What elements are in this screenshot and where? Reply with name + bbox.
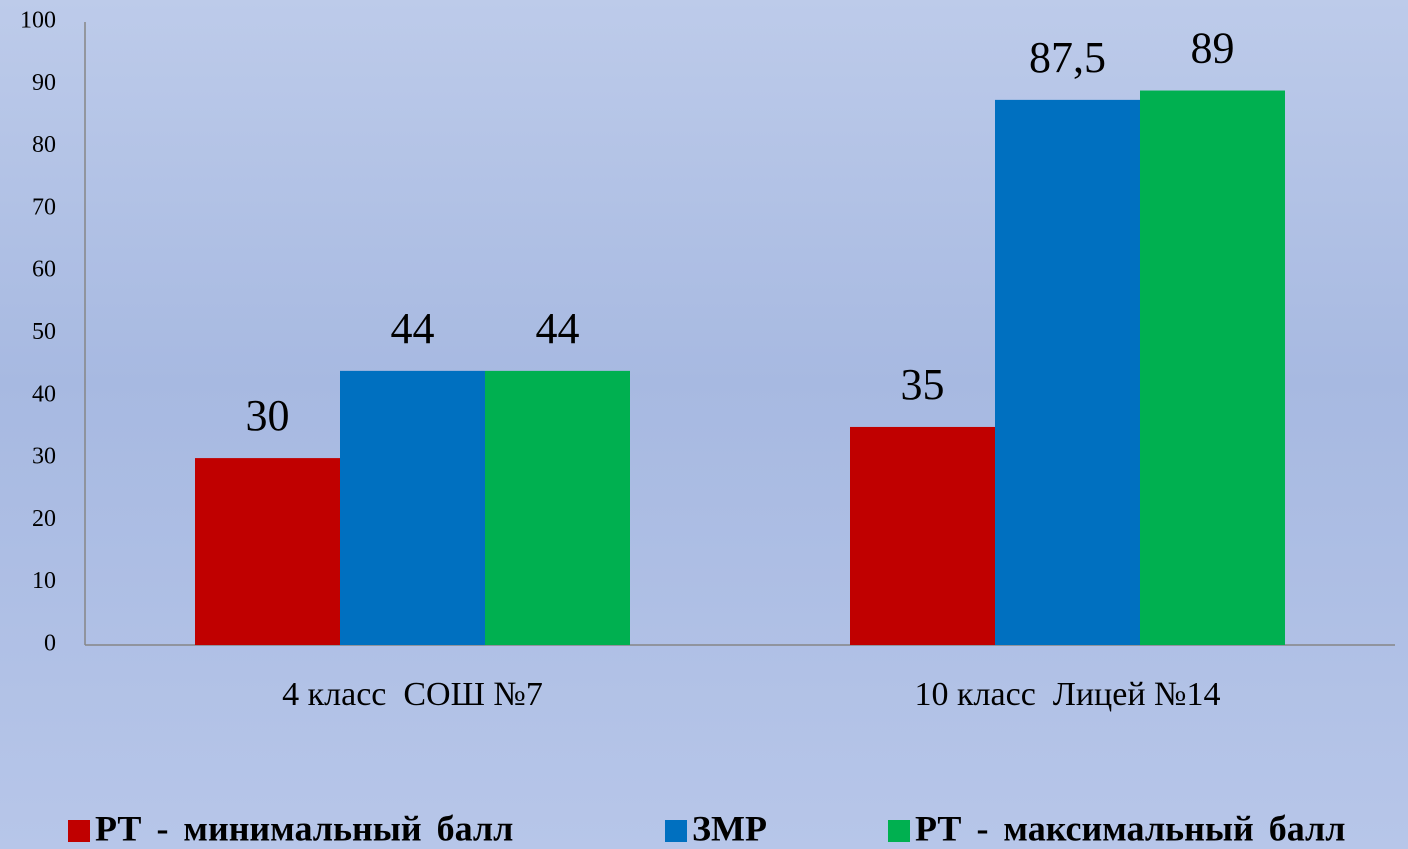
bar	[195, 458, 340, 645]
legend-swatch	[665, 820, 687, 842]
bar	[485, 370, 630, 645]
bar	[850, 426, 995, 645]
data-label: 89	[1191, 24, 1235, 73]
x-tick-label: 4 класс СОШ №7	[282, 676, 543, 713]
legend-label: РТ - максимальный балл	[915, 808, 1345, 848]
y-tick-label: 10	[32, 568, 56, 594]
data-label: 87,5	[1029, 33, 1106, 82]
y-tick-label: 20	[32, 506, 56, 532]
y-tick-label: 80	[32, 132, 56, 158]
legend-swatch	[888, 820, 910, 842]
y-tick-label: 70	[32, 194, 56, 220]
y-tick-label: 40	[32, 381, 56, 407]
legend-swatch	[68, 820, 90, 842]
y-tick-label: 30	[32, 444, 56, 470]
legend-label: РТ - минимальный балл	[95, 808, 513, 848]
y-tick-label: 0	[44, 631, 56, 657]
legend-label: ЗМР	[692, 808, 767, 848]
bar	[1140, 90, 1285, 645]
y-tick-label: 60	[32, 257, 56, 283]
data-label: 35	[901, 360, 945, 409]
y-tick-label: 100	[20, 8, 56, 34]
bar	[995, 99, 1140, 645]
y-tick-label: 90	[32, 70, 56, 96]
bar	[340, 370, 485, 645]
data-label: 30	[246, 391, 290, 440]
x-tick-label: 10 класс Лицей №14	[915, 676, 1221, 713]
data-label: 44	[391, 304, 435, 353]
y-tick-label: 50	[32, 319, 56, 345]
data-label: 44	[536, 304, 580, 353]
